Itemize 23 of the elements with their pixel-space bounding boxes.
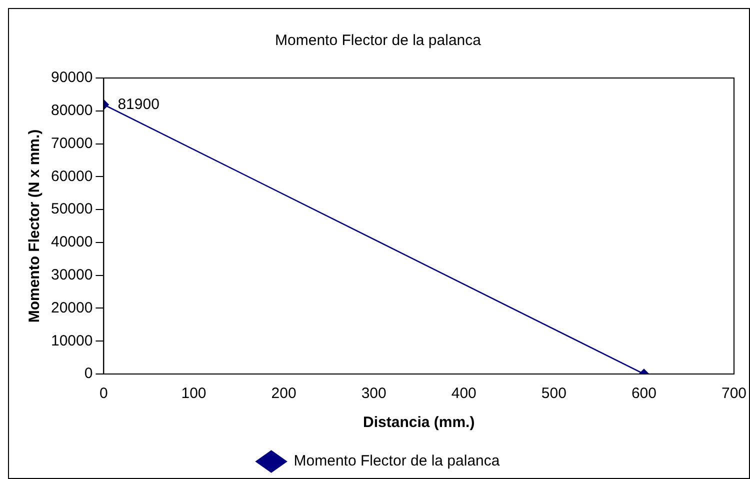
x-tick-label: 600 [631,385,656,402]
x-tick-label: 200 [271,385,296,402]
chart-title: Momento Flector de la palanca [275,32,482,50]
y-tick-label: 60000 [50,168,93,185]
x-tick-label: 400 [451,385,476,402]
legend-label: Momento Flector de la palanca [294,452,500,470]
y-tick-label: 10000 [50,332,93,350]
y-tick-label: 20000 [50,299,93,316]
x-tick-label: 100 [181,385,206,402]
y-tick-label: 40000 [50,234,93,251]
x-tick-label: 700 [721,385,747,402]
y-tick-label: 90000 [50,69,93,86]
data-label: 81900 [118,96,160,113]
y-tick-label: 50000 [50,200,93,218]
y-axis-title: Momento Flector (N x mm.) [26,129,44,323]
y-tick-label: 30000 [50,266,93,284]
y-tick-label: 80000 [50,102,93,120]
x-tick-label: 500 [541,385,566,402]
y-tick-label: 70000 [50,134,93,152]
x-tick-label: 0 [100,385,108,402]
x-axis-title: Distancia (mm.) [363,414,475,432]
y-tick-label: 0 [84,365,93,382]
x-tick-label: 300 [361,385,386,402]
